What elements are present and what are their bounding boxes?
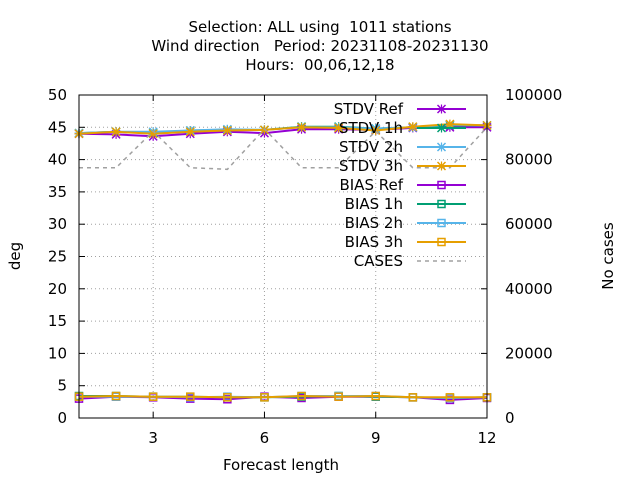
data-point xyxy=(222,125,232,136)
y-tick-label: 30 xyxy=(48,215,67,233)
series-8 xyxy=(79,126,488,171)
data-point xyxy=(185,127,195,137)
data-point xyxy=(297,122,307,132)
data-point xyxy=(223,393,232,402)
legend-marker xyxy=(436,142,447,152)
legend-label: BIAS 2h xyxy=(345,214,403,232)
data-point xyxy=(260,393,269,402)
series-7 xyxy=(74,391,492,402)
legend-marker xyxy=(436,161,447,171)
legend-marker xyxy=(437,180,446,190)
y2-axis-label: No cases xyxy=(599,222,617,290)
y-tick-label: 0 xyxy=(57,409,67,427)
legend-item: STDV 1h xyxy=(339,119,466,137)
y-tick-label: 35 xyxy=(48,183,67,201)
data-point xyxy=(408,122,418,132)
data-point xyxy=(408,393,418,402)
tick-layer: 0 5 10 15 20 25 30 35 40 45 50 0 20000 40000 60000 8000… xyxy=(48,86,562,447)
data-point xyxy=(334,123,344,133)
data-point xyxy=(371,391,380,401)
legend-item: BIAS 2h xyxy=(345,214,466,232)
y2-tick-label: 100000 xyxy=(505,86,562,104)
legend-label: STDV 1h xyxy=(339,119,403,137)
chart-title-line-1: Selection: ALL using 1011 stations xyxy=(188,18,452,36)
x-tick-label: 3 xyxy=(148,429,158,447)
y-tick-label: 20 xyxy=(48,280,67,298)
y2-tick-label: 80000 xyxy=(505,151,553,169)
y2-tick-label: 60000 xyxy=(505,215,553,233)
x-axis-label: Forecast length xyxy=(223,456,339,474)
legend-label: BIAS 1h xyxy=(345,195,403,213)
data-point xyxy=(297,391,306,401)
y2-tick-label: 40000 xyxy=(505,280,553,298)
series-line xyxy=(79,126,488,171)
legend-item: STDV Ref xyxy=(334,100,466,118)
grid xyxy=(79,95,487,418)
chart-title-line-3: Hours: 00,06,12,18 xyxy=(245,56,395,74)
y-tick-label: 40 xyxy=(48,151,67,169)
y-tick-label: 25 xyxy=(48,248,67,266)
y-tick-label: 10 xyxy=(48,344,67,362)
legend-item: BIAS Ref xyxy=(339,176,466,194)
y-axis-label: deg xyxy=(6,242,24,270)
legend-label: BIAS Ref xyxy=(339,176,403,194)
legend-label: STDV Ref xyxy=(334,100,404,118)
series-line xyxy=(78,394,487,399)
legend-item: STDV 3h xyxy=(339,157,466,175)
legend-item: BIAS 1h xyxy=(345,195,466,213)
legend-marker xyxy=(437,237,446,247)
series-line xyxy=(78,123,488,135)
legend-label: CASES xyxy=(354,252,403,270)
legend-marker xyxy=(436,123,447,133)
chart-title-line-2: Wind direction Period: 20231108-20231130 xyxy=(151,37,489,55)
legend-label: STDV 3h xyxy=(339,157,403,175)
y-tick-label: 50 xyxy=(48,86,67,104)
x-tick-label: 6 xyxy=(260,429,270,447)
legend-marker xyxy=(437,218,446,228)
data-point xyxy=(148,392,158,401)
legend-marker xyxy=(437,199,446,209)
y2-tick-label: 20000 xyxy=(505,344,553,362)
data-point xyxy=(334,392,343,401)
legend-label: STDV 2h xyxy=(339,138,403,156)
y-tick-label: 45 xyxy=(48,118,67,136)
y-tick-label: 15 xyxy=(48,312,67,330)
legend-label: BIAS 3h xyxy=(345,233,403,251)
y-tick-label: 5 xyxy=(57,377,67,395)
data-point xyxy=(445,393,455,402)
y2-tick-label: 0 xyxy=(505,409,515,427)
data-point xyxy=(111,391,121,401)
x-tick-label: 12 xyxy=(477,429,496,447)
legend-item: BIAS 3h xyxy=(345,233,466,251)
legend-item: STDV 2h xyxy=(339,138,466,156)
legend-marker xyxy=(436,104,447,114)
legend-item: CASES xyxy=(354,252,466,270)
data-point xyxy=(111,127,121,137)
x-tick-label: 9 xyxy=(371,429,381,447)
data-point xyxy=(186,392,195,401)
